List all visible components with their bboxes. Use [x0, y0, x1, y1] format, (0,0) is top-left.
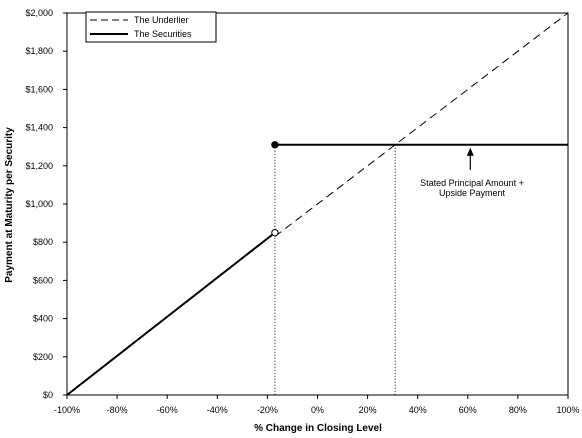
x-tick-label: 0%: [311, 405, 324, 415]
x-tick-label: -80%: [107, 405, 128, 415]
y-tick-label: $1,200: [25, 161, 53, 171]
y-tick-label: $2,000: [25, 8, 53, 18]
x-tick-label: 80%: [509, 405, 527, 415]
underlier-line: [274, 12, 569, 237]
x-tick-label: 60%: [459, 405, 477, 415]
annotation: Stated Principal Amount + Upside Payment: [420, 147, 524, 198]
x-tick-label: -40%: [207, 405, 228, 415]
annotation-arrowhead: [466, 147, 474, 156]
legend-label-securities: The Securities: [134, 29, 192, 39]
annotation-text-line2: Upside Payment: [439, 188, 506, 198]
filled-marker: [271, 141, 279, 149]
x-axis-ticks: -100% -80% -60% -40% -20% 0% 20% 40% 60% 80% 100%: [54, 395, 580, 415]
y-tick-label: $400: [33, 314, 53, 324]
y-tick-label: $1,800: [25, 46, 53, 56]
x-tick-label: 40%: [409, 405, 427, 415]
series-lines: [66, 12, 569, 396]
open-marker: [271, 228, 279, 237]
y-tick-label: $1,600: [25, 84, 53, 94]
x-axis-title: % Change in Closing Level: [254, 423, 382, 434]
x-tick-label: -60%: [157, 405, 178, 415]
y-axis-ticks: $0 $200 $400 $600 $800 $1,000 $1,200 $1,400 $1,6…: [25, 8, 67, 400]
annotation-text-line1: Stated Principal Amount +: [420, 178, 524, 188]
securities-line: [66, 231, 276, 396]
y-tick-label: $1,400: [25, 123, 53, 133]
y-tick-label: $1,000: [25, 199, 53, 209]
x-tick-label: 100%: [556, 405, 579, 415]
legend-box: [85, 11, 217, 43]
legend: The Underlier The Securities: [85, 11, 217, 43]
y-tick-label: $800: [33, 237, 53, 247]
y-axis-title: Payment at Maturity per Security: [4, 127, 15, 283]
reference-lines: [274, 144, 396, 395]
y-tick-label: $600: [33, 275, 53, 285]
y-tick-label: $200: [33, 352, 53, 362]
data-markers: [271, 141, 279, 237]
x-tick-label: -100%: [54, 405, 80, 415]
legend-label-underlier: The Underlier: [134, 15, 189, 25]
y-tick-label: $0: [43, 390, 53, 400]
x-tick-label: 20%: [359, 405, 377, 415]
x-tick-label: -20%: [257, 405, 278, 415]
